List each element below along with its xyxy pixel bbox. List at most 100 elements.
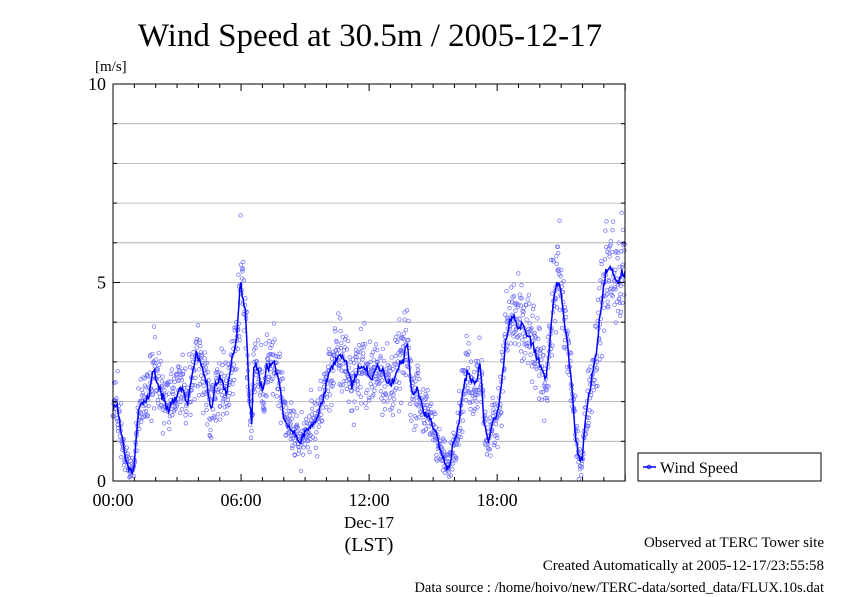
wind-speed-sample-point — [490, 395, 495, 401]
wind-speed-sample-point — [277, 351, 282, 356]
wind-speed-sample-point — [278, 420, 283, 426]
wind-speed-sample-point — [313, 445, 318, 450]
scatter-points — [110, 210, 627, 482]
wind-speed-sample-point — [331, 380, 336, 386]
wind-speed-sample-point — [347, 355, 352, 360]
wind-speed-sample-point — [353, 347, 359, 352]
wind-speed-sample-point — [150, 351, 155, 357]
wind-speed-sample-point — [393, 385, 399, 391]
wind-speed-sample-point — [586, 415, 592, 420]
wind-speed-sample-point — [561, 279, 566, 284]
wind-speed-sample-point — [546, 384, 551, 389]
wind-speed-sample-point — [460, 418, 466, 423]
wind-speed-sample-point — [315, 454, 320, 459]
wind-speed-sample-point — [184, 409, 189, 414]
wind-speed-sample-point — [280, 370, 285, 375]
wind-speed-sample-point — [210, 407, 216, 412]
wind-speed-sample-point — [421, 387, 426, 392]
wind-speed-sample-point — [510, 321, 515, 327]
wind-speed-sample-point — [302, 442, 307, 447]
x-tick-label: 18:00 — [477, 490, 518, 510]
wind-speed-sample-point — [552, 318, 558, 324]
wind-speed-sample-point — [205, 370, 210, 375]
footer-created-note: Created Automatically at 2005-12-17/23:5… — [542, 558, 824, 574]
wind-speed-sample-point — [394, 379, 399, 384]
wind-speed-sample-point — [597, 357, 602, 362]
wind-speed-sample-point — [478, 378, 483, 383]
wind-speed-sample-point — [372, 388, 377, 393]
wind-speed-sample-point — [424, 396, 429, 401]
wind-speed-sample-point — [207, 416, 212, 421]
wind-speed-sample-point — [450, 461, 455, 467]
wind-speed-sample-point — [519, 283, 524, 288]
wind-speed-sample-point — [170, 413, 175, 418]
wind-speed-sample-point — [535, 316, 540, 321]
wind-speed-sample-point — [613, 287, 618, 292]
wind-speed-sample-point — [620, 227, 626, 233]
wind-speed-sample-point — [143, 403, 148, 408]
wind-speed-sample-point — [586, 420, 591, 426]
wind-speed-sample-point — [507, 324, 512, 329]
wind-speed-sample-point — [359, 345, 364, 351]
wind-speed-sample-point — [423, 405, 428, 411]
wind-speed-sample-point — [199, 352, 204, 357]
wind-speed-sample-point — [361, 351, 366, 356]
wind-speed-sample-point — [619, 278, 625, 283]
wind-speed-sample-point — [351, 422, 357, 427]
wind-speed-sample-point — [491, 410, 496, 415]
wind-speed-sample-point — [314, 430, 319, 435]
wind-speed-sample-point — [479, 357, 484, 363]
wind-speed-sample-point — [291, 426, 296, 431]
wind-speed-sample-point — [537, 348, 543, 354]
wind-speed-sample-point — [527, 301, 532, 306]
wind-speed-sample-point — [499, 350, 504, 355]
wind-speed-sample-point — [532, 361, 537, 367]
wind-speed-sample-point — [521, 356, 527, 361]
wind-speed-sample-point — [424, 394, 429, 399]
wind-speed-sample-point — [554, 261, 559, 266]
wind-speed-sample-point — [344, 347, 350, 352]
wind-speed-sample-point — [274, 394, 279, 399]
wind-speed-sample-point — [392, 388, 398, 393]
wind-speed-sample-point — [456, 442, 461, 447]
wind-speed-sample-point — [610, 249, 615, 255]
wind-speed-sample-point — [532, 334, 538, 339]
wind-speed-sample-point — [484, 452, 490, 457]
wind-speed-sample-point — [525, 360, 531, 366]
wind-speed-sample-point — [292, 409, 297, 414]
wind-speed-sample-point — [579, 465, 584, 470]
wind-speed-sample-point — [309, 398, 314, 403]
wind-speed-sample-point — [397, 317, 402, 322]
wind-speed-sample-point — [159, 379, 165, 384]
wind-speed-sample-point — [408, 413, 413, 418]
wind-speed-sample-point — [544, 384, 549, 389]
wind-speed-sample-point — [339, 340, 344, 346]
wind-speed-sample-point — [450, 467, 455, 472]
wind-speed-sample-point — [147, 370, 152, 375]
wind-speed-sample-point — [240, 266, 246, 271]
wind-speed-sample-point — [249, 428, 254, 434]
wind-speed-sample-point — [339, 368, 344, 373]
wind-speed-sample-point — [391, 392, 396, 397]
wind-speed-sample-point — [276, 403, 281, 408]
wind-speed-sample-point — [493, 421, 499, 427]
wind-speed-sample-point — [174, 402, 180, 407]
wind-speed-sample-point — [266, 352, 271, 358]
wind-speed-sample-point — [608, 239, 613, 244]
wind-speed-sample-point — [117, 438, 122, 443]
wind-speed-sample-point — [267, 374, 272, 379]
wind-speed-sample-point — [334, 351, 340, 356]
wind-speed-sample-point — [617, 296, 622, 301]
wind-speed-sample-point — [346, 338, 351, 344]
wind-speed-sample-point — [308, 432, 313, 438]
wind-speed-sample-point — [278, 370, 283, 375]
wind-speed-sample-point — [441, 449, 446, 454]
wind-speed-sample-point — [118, 401, 124, 406]
wind-speed-sample-point — [473, 359, 479, 364]
wind-speed-sample-point — [309, 406, 315, 411]
wind-speed-sample-point — [131, 473, 136, 479]
x-axis-label: (LST) — [345, 534, 394, 556]
wind-speed-sample-point — [502, 332, 507, 337]
wind-speed-sample-point — [300, 452, 306, 457]
wind-speed-sample-point — [213, 418, 219, 423]
